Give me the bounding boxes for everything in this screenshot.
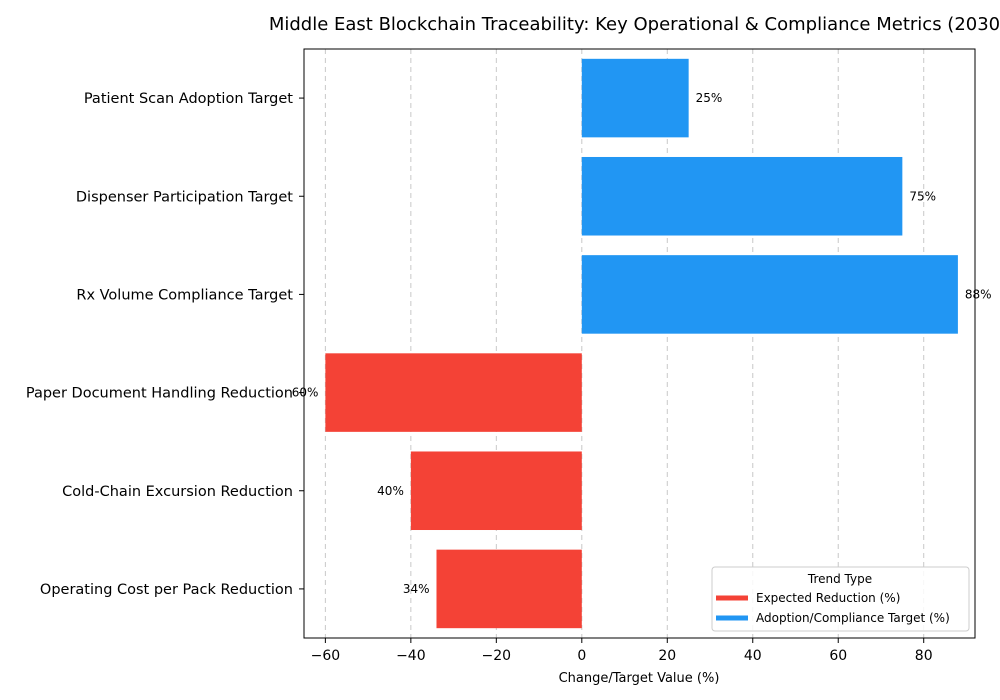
x-tick-label: −60 — [311, 648, 341, 664]
y-tick-label: Dispenser Participation Target — [76, 189, 293, 205]
bar — [410, 451, 582, 531]
x-tick-label: 40 — [744, 648, 762, 664]
value-labels: 25% 75% 88% 60% 40% 34% — [292, 91, 992, 596]
legend-title: Trend Type — [807, 572, 872, 586]
x-axis-ticks: −60 −40 −20 0 20 40 60 80 — [311, 638, 933, 664]
bar — [581, 156, 903, 236]
legend-label-adoption: Adoption/Compliance Target (%) — [756, 611, 950, 625]
y-tick-label: Patient Scan Adoption Target — [84, 91, 293, 107]
value-label: 75% — [909, 189, 936, 203]
bar — [581, 58, 689, 138]
y-tick-label: Rx Volume Compliance Target — [76, 287, 293, 303]
x-axis-label: Change/Target Value (%) — [559, 671, 720, 686]
bar — [436, 549, 582, 629]
legend-label-reduction: Expected Reduction (%) — [756, 591, 900, 605]
value-label: 60% — [292, 386, 319, 400]
plot-frame — [303, 48, 976, 639]
x-tick-label: 80 — [915, 648, 933, 664]
x-tick-label: −20 — [482, 648, 512, 664]
y-tick-label: Cold-Chain Excursion Reduction — [62, 484, 293, 500]
value-label: 88% — [965, 287, 992, 301]
legend-box — [711, 566, 970, 632]
value-label: 40% — [377, 484, 404, 498]
x-tick-label: 60 — [829, 648, 847, 664]
value-label: 25% — [696, 91, 723, 105]
y-tick-label: Paper Document Handling Reduction — [26, 386, 293, 402]
value-label: 34% — [403, 582, 430, 596]
x-tick-label: −40 — [396, 648, 426, 664]
bar — [325, 353, 582, 432]
chart-title: Middle East Blockchain Traceability: Key… — [269, 14, 1000, 35]
y-tick-label: Operating Cost per Pack Reduction — [40, 582, 293, 598]
x-tick-label: 20 — [658, 648, 676, 664]
bars — [325, 58, 958, 629]
grid — [324, 49, 925, 638]
x-tick-label: 0 — [577, 648, 586, 664]
y-axis-ticks: Patient Scan Adoption Target Dispenser Pa… — [26, 91, 304, 598]
legend: Trend Type Expected Reduction (%) Adopti… — [711, 566, 970, 632]
bar — [581, 255, 958, 334]
